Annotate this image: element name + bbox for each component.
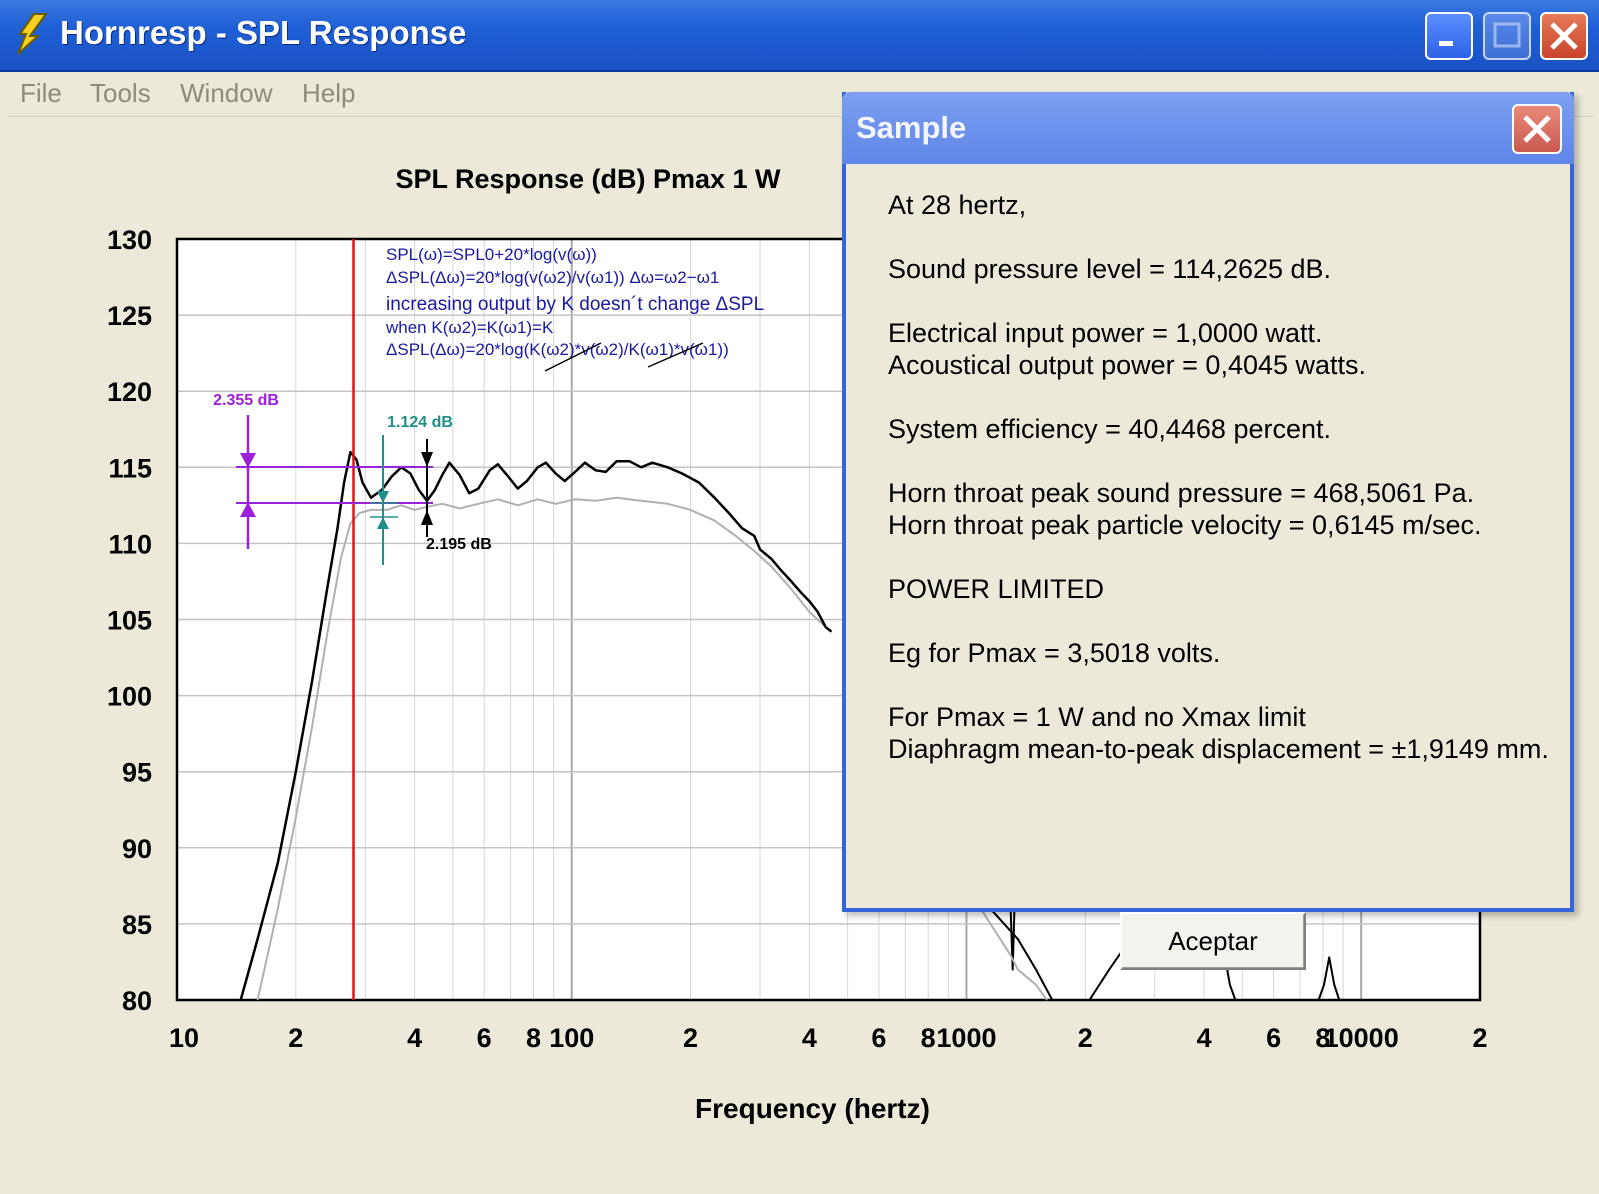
dialog-title-bar: Sample [842, 92, 1574, 164]
close-button[interactable] [1540, 12, 1588, 60]
y-tick-label: 130 [107, 225, 152, 255]
lower-curve [1317, 956, 1341, 1001]
app-icon [17, 13, 48, 55]
x-tick-label: 10000 [1324, 1023, 1399, 1053]
dimension-label-teal: 1.124 dB [387, 414, 453, 431]
strike-mark [647, 342, 704, 368]
close-icon [1523, 115, 1551, 143]
y-tick-label: 85 [122, 910, 152, 940]
arrow-icon [421, 510, 433, 525]
x-tick-label: 6 [1266, 1023, 1281, 1053]
formula-text: ΔSPL(Δω)=20*log(K(ω2)*v(ω2)/K(ω1)*v(ω1)) [386, 340, 729, 359]
chart-title: SPL Response (dB) Pmax 1 W [395, 164, 781, 194]
dialog-line-eg: Eg for Pmax = 3,5018 volts. [888, 638, 1221, 668]
sample-dialog: Sample At 28 hertz, Sound pressure level… [842, 92, 1574, 970]
menu-window[interactable]: Window [180, 78, 273, 108]
dialog-line-pmax: For Pmax = 1 W and no Xmax limit [888, 702, 1306, 732]
x-tick-label: 2 [683, 1023, 698, 1053]
x-tick-label: 2 [1078, 1023, 1093, 1053]
formula-text: SPL(ω)=SPL0+20*log(v(ω)) [386, 245, 597, 264]
formula-text: ΔSPL(Δω)=20*log(v(ω2)/v(ω1)) Δω=ω2−ω1 [386, 268, 719, 287]
arrow-icon [240, 502, 256, 517]
y-tick-label: 110 [108, 529, 152, 559]
lower-curve [970, 892, 1048, 1001]
y-tick-label: 120 [107, 377, 152, 407]
spl-curve-reference [256, 496, 827, 1001]
x-tick-label: 10 [169, 1023, 199, 1053]
y-tick-label: 125 [107, 301, 152, 331]
y-tick-label: 105 [107, 606, 152, 636]
arrow-icon [377, 491, 389, 503]
y-tick-label: 115 [108, 453, 152, 483]
title-bar: Hornresp - SPL Response [0, 0, 1599, 72]
dialog-line-output-power: Acoustical output power = 0,4045 watts. [888, 350, 1367, 380]
dialog-line-spl: Sound pressure level = 114,2625 dB. [888, 254, 1332, 284]
dimension-label-purple: 2.355 dB [213, 392, 279, 409]
maximize-button[interactable] [1483, 12, 1531, 60]
dialog-line-frequency: At 28 hertz, [888, 190, 1027, 220]
formula-text: when K(ω2)=K(ω1)=K [385, 318, 554, 337]
formula-text: increasing output by K doesn´t change ΔS… [386, 294, 764, 315]
y-tick-label: 90 [122, 834, 152, 864]
maximize-icon [1493, 22, 1521, 48]
dialog-body: At 28 hertz, Sound pressure level = 114,… [846, 164, 1570, 970]
arrow-icon [240, 453, 256, 468]
dialog-line-throat-pressure: Horn throat peak sound pressure = 468,50… [888, 478, 1475, 508]
x-tick-label: 6 [477, 1023, 492, 1053]
y-tick-label: 100 [107, 682, 152, 712]
dialog-line-power-limited: POWER LIMITED [888, 574, 1105, 604]
dialog-line-efficiency: System efficiency = 40,4468 percent. [888, 414, 1332, 444]
minimize-icon [1439, 41, 1453, 46]
arrow-icon [421, 452, 433, 467]
x-tick-label: 8 [526, 1023, 541, 1053]
x-tick-label: 100 [549, 1023, 594, 1053]
menu-help[interactable]: Help [302, 78, 356, 108]
arrow-icon [377, 517, 389, 529]
x-tick-label: 4 [802, 1023, 817, 1053]
close-icon [1550, 22, 1578, 50]
menu-tools[interactable]: Tools [90, 78, 151, 108]
window-title: Hornresp - SPL Response [60, 14, 467, 51]
x-tick-label: 1000 [936, 1023, 996, 1053]
dialog-line-throat-velocity: Horn throat peak particle velocity = 0,6… [888, 510, 1482, 540]
minimize-button[interactable] [1425, 12, 1473, 60]
x-tick-label: 8 [1315, 1023, 1330, 1053]
strike-mark [544, 342, 602, 372]
x-tick-label: 2 [1472, 1023, 1487, 1053]
dialog-close-button[interactable] [1512, 104, 1562, 154]
dialog-line-input-power: Electrical input power = 1,0000 watt. [888, 318, 1323, 348]
x-tick-label: 4 [407, 1023, 422, 1053]
y-tick-label: 80 [122, 986, 152, 1016]
x-axis-label: Frequency (hertz) [695, 1093, 930, 1124]
dialog-title: Sample [856, 110, 967, 145]
menu-file[interactable]: File [20, 78, 62, 108]
y-tick-label: 95 [122, 758, 152, 788]
x-tick-label: 8 [921, 1023, 936, 1053]
dimension-label-black: 2.195 dB [426, 536, 492, 553]
x-tick-label: 4 [1197, 1023, 1212, 1053]
dialog-line-displacement: Diaphragm mean-to-peak displacement = ±1… [888, 734, 1549, 764]
accept-button[interactable]: Aceptar [1120, 912, 1306, 970]
x-tick-label: 2 [288, 1023, 303, 1053]
x-tick-label: 6 [871, 1023, 886, 1053]
